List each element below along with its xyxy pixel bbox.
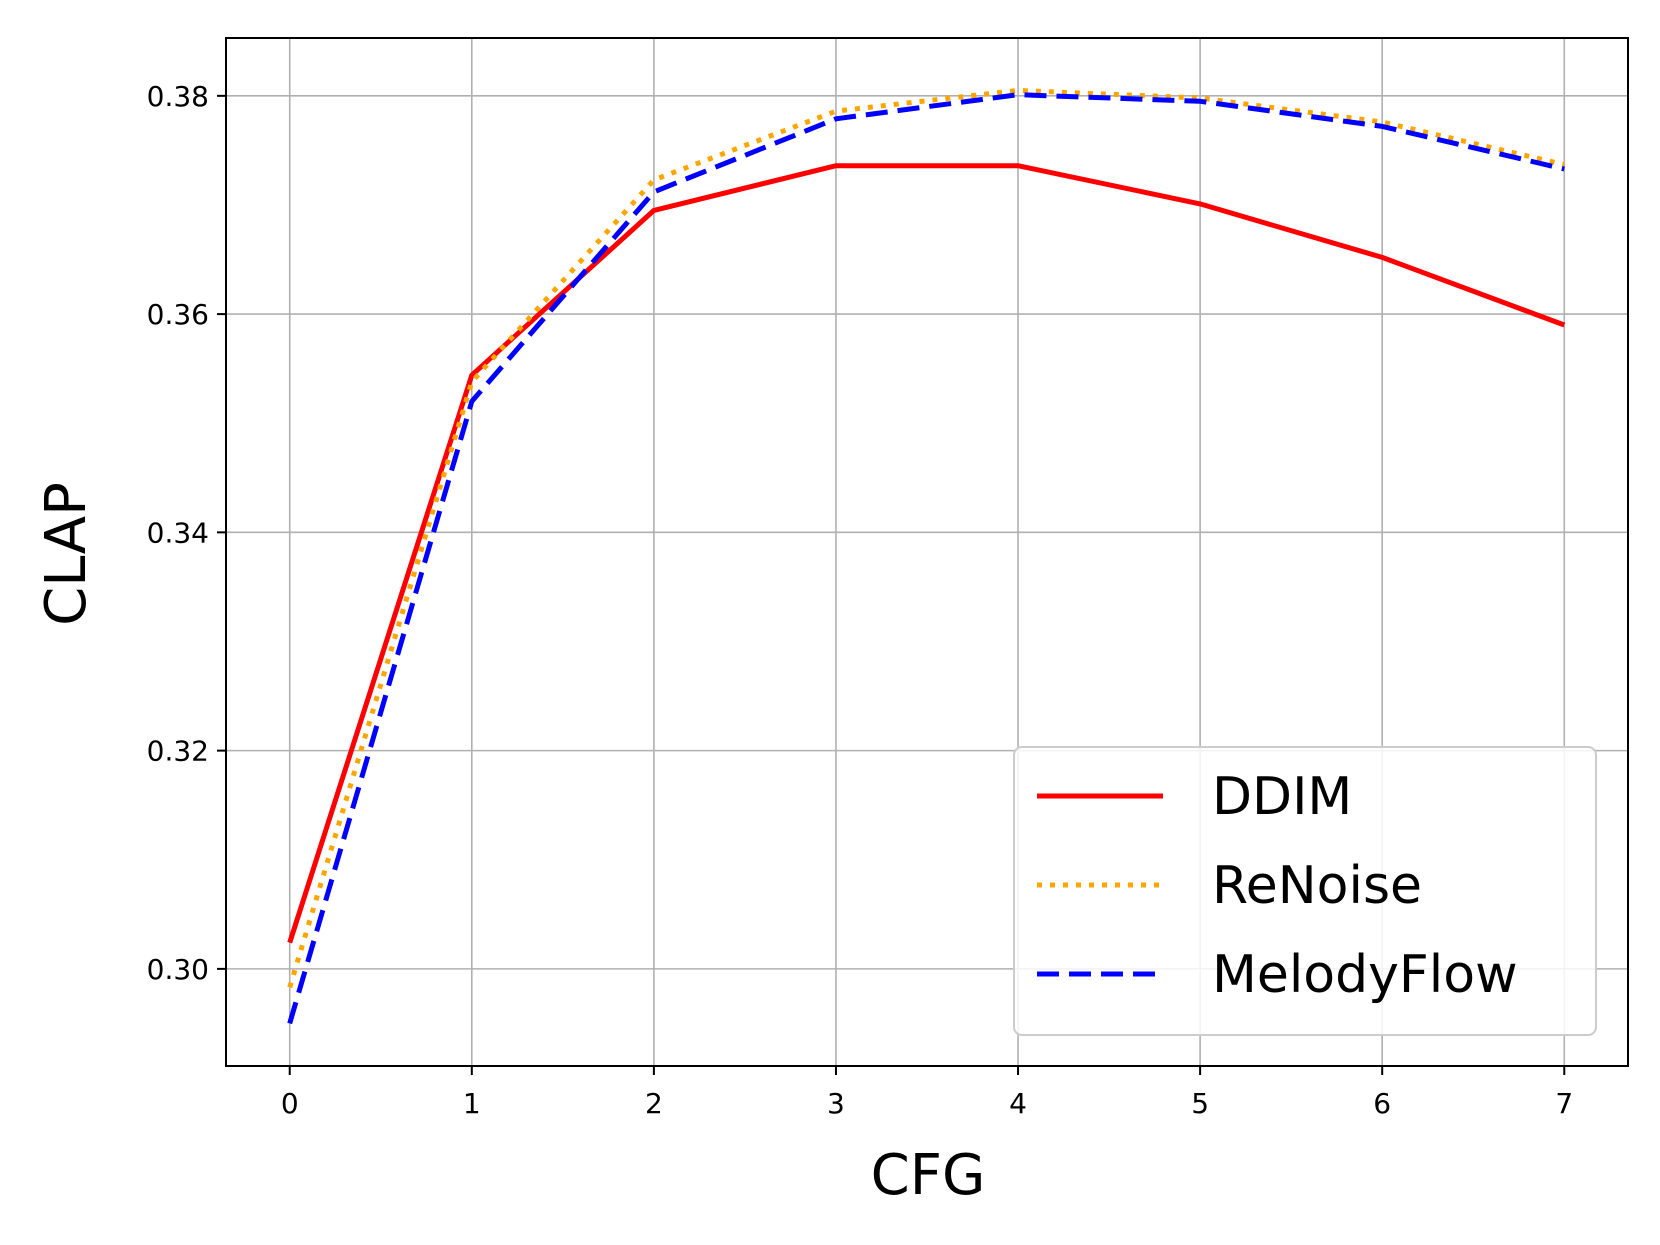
legend: DDIM ReNoise MelodyFlow — [1013, 746, 1597, 1036]
x-tick-label: 5 — [1191, 1087, 1209, 1120]
x-tick-label: 3 — [827, 1087, 845, 1120]
y-axis-title: CLAP — [34, 482, 99, 626]
plot-frame — [225, 37, 1629, 1067]
legend-label-melodyflow: MelodyFlow — [1212, 945, 1518, 1005]
y-axis-ticks: 0.30 0.32 0.34 0.36 0.38 — [147, 80, 226, 986]
y-tick-label: 0.30 — [147, 953, 209, 986]
x-tick-label: 6 — [1373, 1087, 1391, 1120]
y-tick-label: 0.34 — [147, 516, 209, 549]
x-axis-ticks: 0 1 2 3 4 5 6 7 — [281, 1066, 1573, 1120]
y-tick-label: 0.32 — [147, 735, 209, 768]
y-tick-label: 0.36 — [147, 298, 209, 331]
legend-box — [1013, 746, 1597, 1036]
legend-label-renoise: ReNoise — [1212, 856, 1422, 916]
series-line-melodyflow — [287, 92, 1565, 1025]
x-axis-title: CFG — [871, 1143, 986, 1208]
y-tick-label: 0.38 — [147, 80, 209, 113]
legend-label-ddim: DDIM — [1212, 767, 1352, 827]
x-tick-label: 7 — [1555, 1087, 1573, 1120]
series-lines — [287, 87, 1566, 1025]
x-tick-label: 2 — [645, 1087, 663, 1120]
series-line-renoise — [287, 87, 1565, 989]
x-tick-label: 1 — [463, 1087, 481, 1120]
x-tick-label: 0 — [281, 1087, 299, 1120]
x-tick-label: 4 — [1009, 1087, 1027, 1120]
